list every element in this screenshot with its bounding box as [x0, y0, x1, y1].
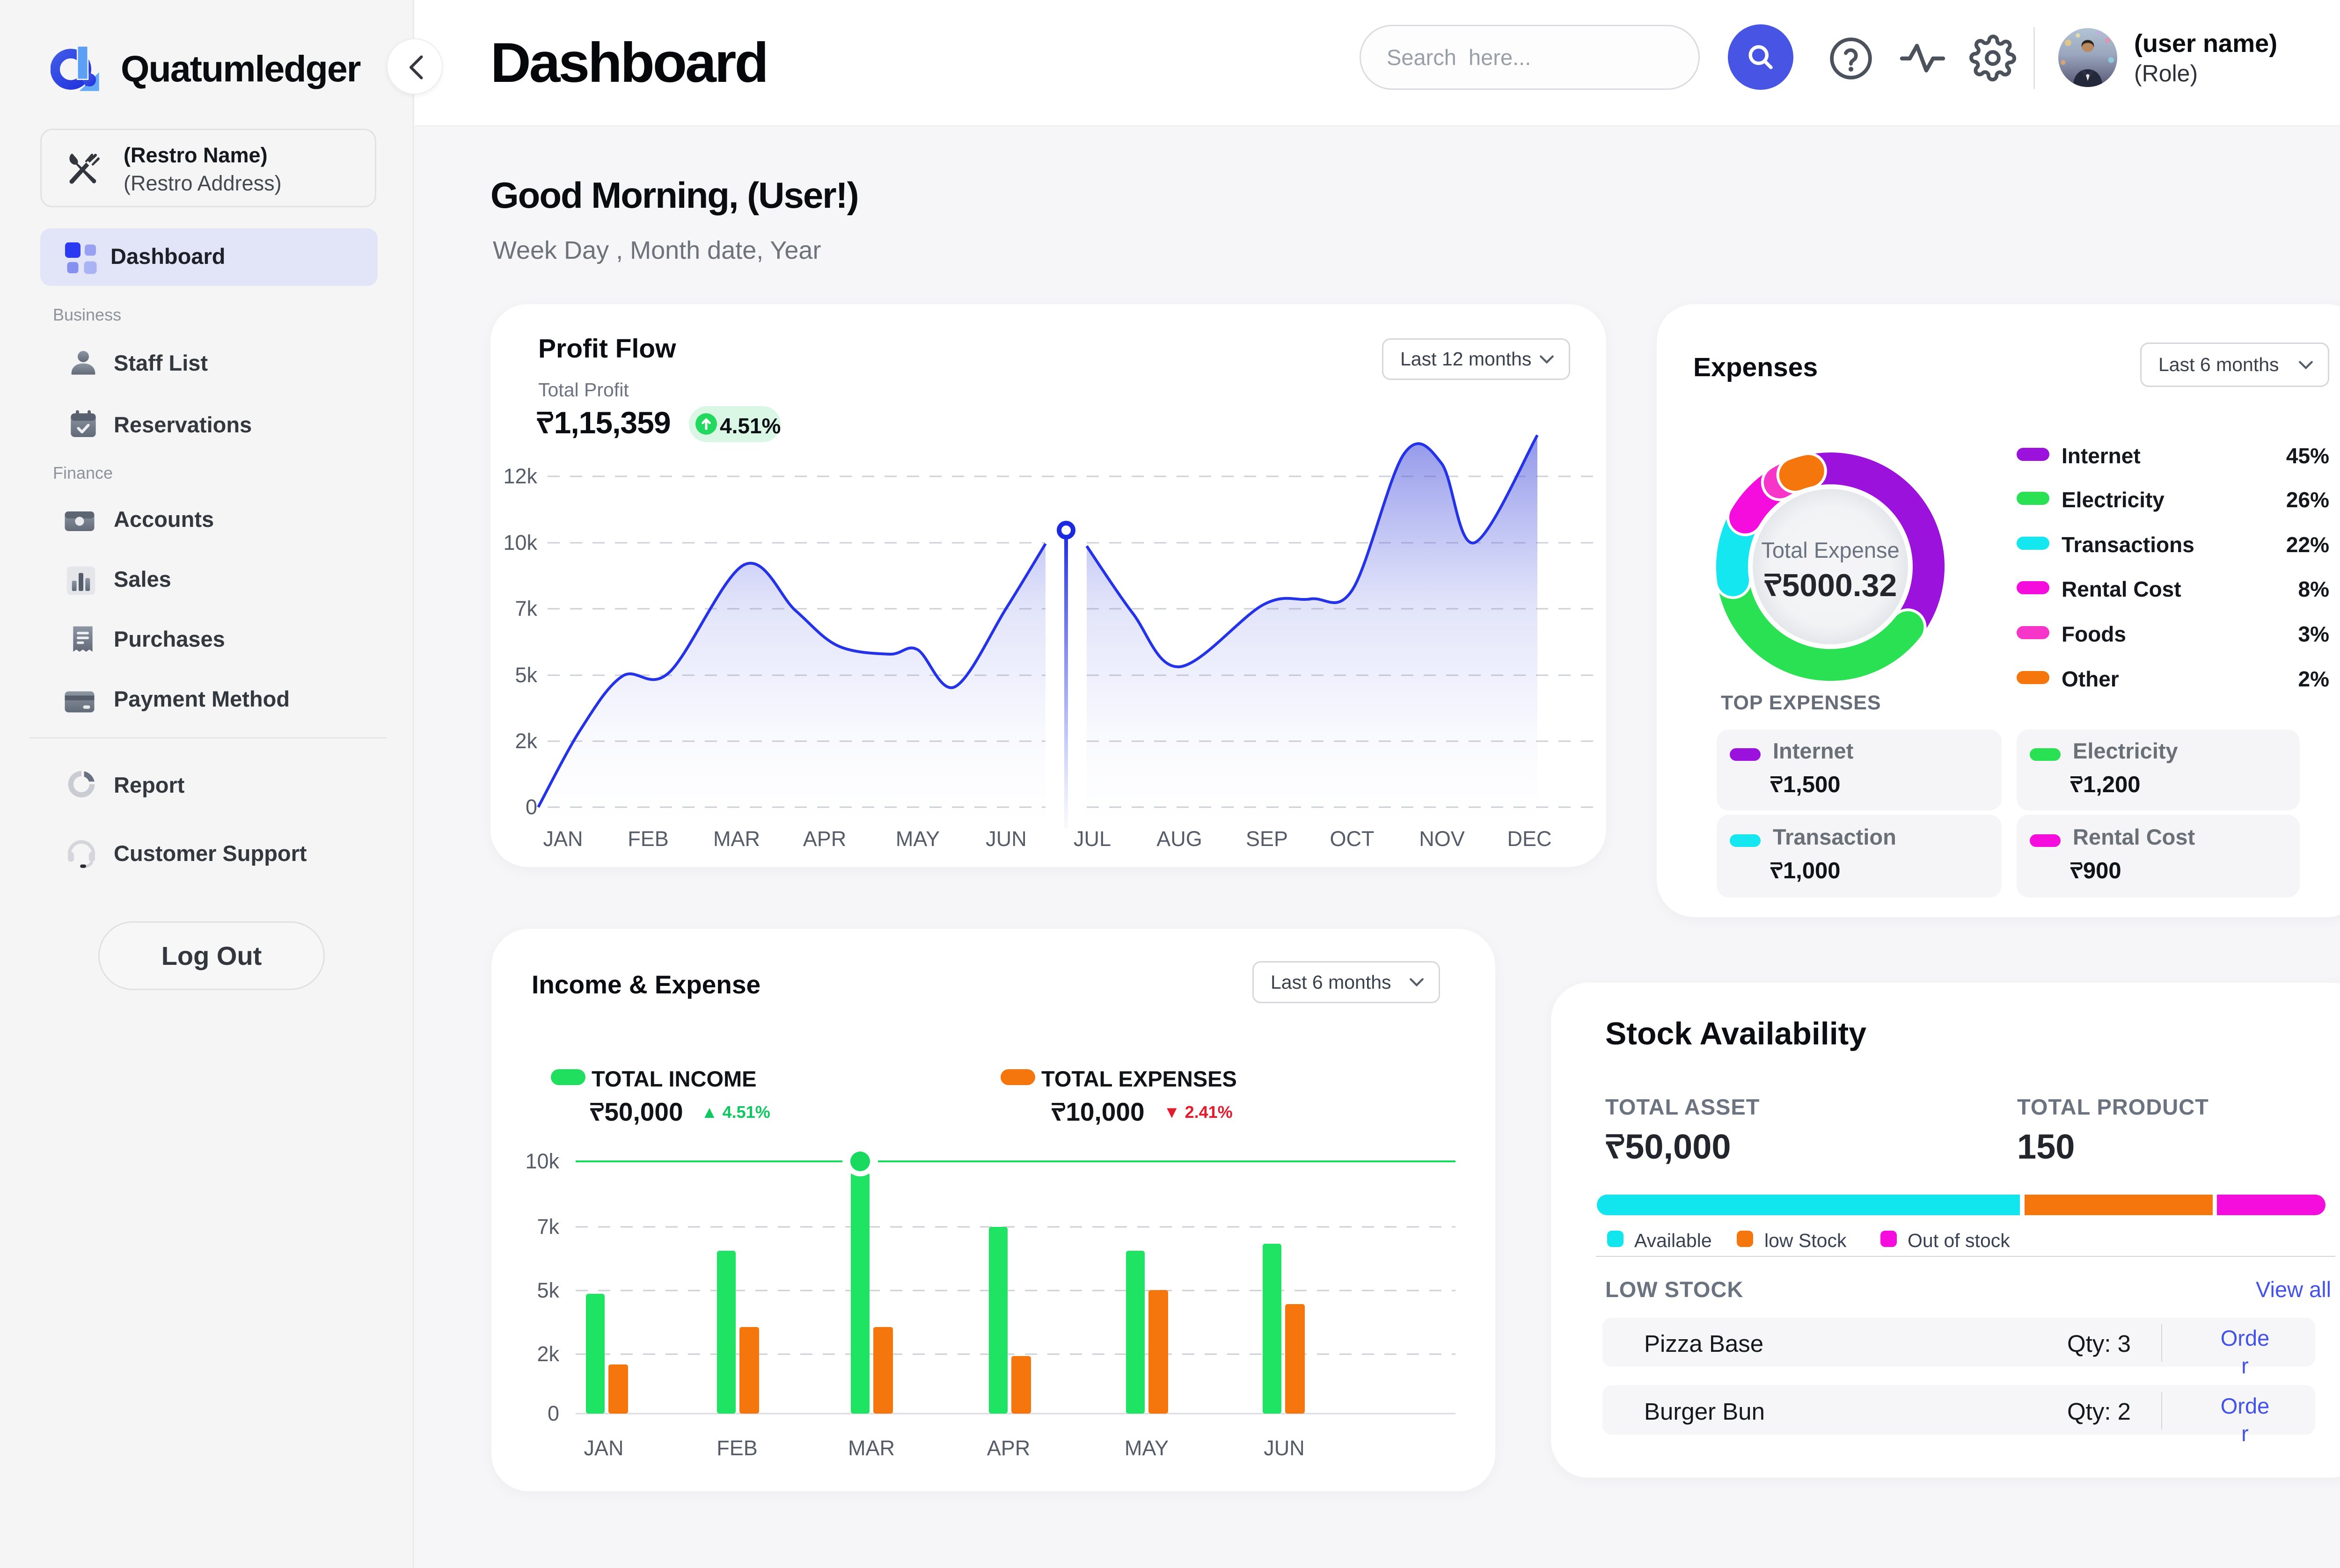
svg-text:10k: 10k: [525, 1149, 559, 1173]
svg-text:MAY: MAY: [1125, 1436, 1169, 1460]
svg-text:SEP: SEP: [1246, 827, 1288, 851]
svg-text:5k: 5k: [515, 663, 537, 687]
svg-text:0: 0: [526, 795, 537, 819]
svg-text:5k: 5k: [537, 1278, 559, 1302]
svg-text:OCT: OCT: [1330, 827, 1375, 851]
svg-text:7k: 7k: [515, 597, 537, 620]
svg-text:JAN: JAN: [584, 1436, 623, 1460]
svg-text:JUL: JUL: [1074, 827, 1111, 851]
svg-text:JUN: JUN: [986, 827, 1027, 851]
svg-text:FEB: FEB: [628, 827, 669, 851]
svg-text:APR: APR: [803, 827, 847, 851]
svg-text:JAN: JAN: [543, 827, 583, 851]
svg-text:APR: APR: [987, 1436, 1031, 1460]
svg-text:JUN: JUN: [1264, 1436, 1305, 1460]
svg-text:7k: 7k: [537, 1215, 559, 1239]
svg-text:FEB: FEB: [717, 1436, 758, 1460]
svg-text:0: 0: [548, 1401, 559, 1425]
svg-text:MAY: MAY: [896, 827, 940, 851]
svg-text:12k: 12k: [503, 464, 537, 488]
svg-text:MAR: MAR: [713, 827, 760, 851]
svg-text:NOV: NOV: [1419, 827, 1465, 851]
svg-text:2k: 2k: [515, 729, 537, 753]
svg-text:DEC: DEC: [1507, 827, 1551, 851]
svg-text:2k: 2k: [537, 1342, 559, 1366]
svg-text:10k: 10k: [503, 531, 537, 554]
svg-text:AUG: AUG: [1156, 827, 1202, 851]
svg-text:MAR: MAR: [848, 1436, 895, 1460]
